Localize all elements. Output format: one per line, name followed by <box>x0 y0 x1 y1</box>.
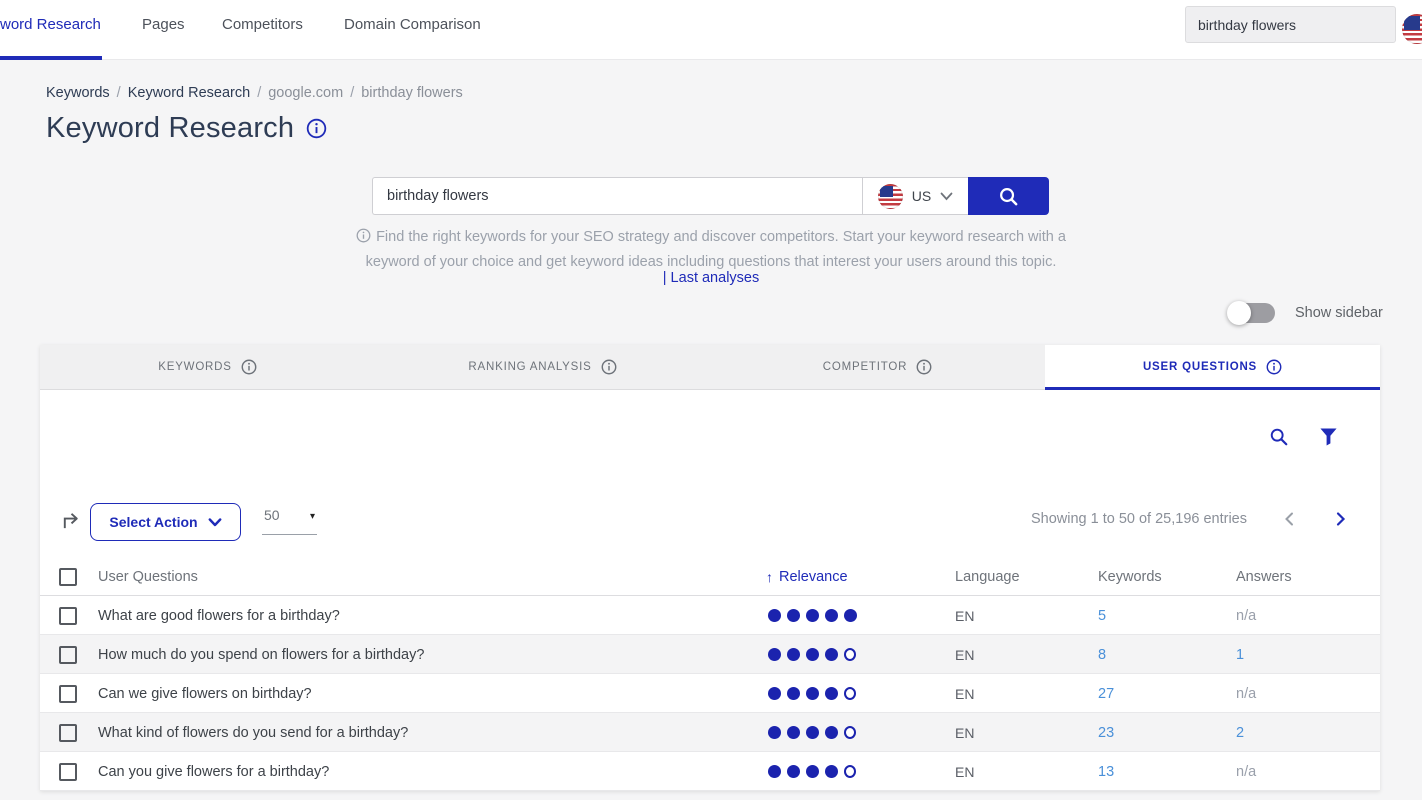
user-questions-table: User Questions ↑ Relevance Language Keywo… <box>40 557 1380 791</box>
chevron-down-icon <box>208 517 221 526</box>
nav-item-domain-comparison[interactable]: Domain Comparison <box>344 16 481 33</box>
pagination-prev-button[interactable] <box>1281 510 1299 533</box>
filter-icon[interactable] <box>1319 427 1338 452</box>
nav-item-competitors[interactable]: Competitors <box>222 16 303 33</box>
keywords-count-link[interactable]: 27 <box>1098 685 1115 702</box>
tab-info-icon[interactable] <box>1266 359 1282 375</box>
us-flag-icon[interactable] <box>1402 14 1422 44</box>
language-cell: EN <box>955 646 975 663</box>
breadcrumb-keyword-research[interactable]: Keyword Research <box>127 85 251 101</box>
search-button[interactable] <box>968 177 1049 215</box>
topnav-search-input[interactable] <box>1185 6 1396 43</box>
question-cell[interactable]: Can we give flowers on birthday? <box>98 685 312 702</box>
tab-competitor[interactable]: COMPETITOR <box>710 345 1045 389</box>
sort-asc-arrow: ↑ <box>766 568 773 585</box>
export-icon[interactable] <box>60 509 83 537</box>
table-row: How much do you spend on flowers for a b… <box>40 635 1380 674</box>
table-row: What kind of flowers do you send for a b… <box>40 713 1380 752</box>
table-row: Can we give flowers on birthday? EN 27 n… <box>40 674 1380 713</box>
breadcrumb-keyword: birthday flowers <box>361 85 463 101</box>
search-hint: Find the right keywords for your SEO str… <box>0 226 1422 273</box>
language-cell: EN <box>955 724 975 741</box>
country-flag-icon <box>877 183 903 209</box>
show-sidebar-label: Show sidebar <box>1295 305 1383 321</box>
tab-user-questions[interactable]: USER QUESTIONS <box>1045 345 1380 390</box>
row-checkbox[interactable] <box>59 606 77 625</box>
select-action-button[interactable]: Select Action <box>90 503 241 541</box>
question-cell[interactable]: How much do you spend on flowers for a b… <box>98 646 425 663</box>
relevance-dots <box>768 648 856 661</box>
title-info-icon[interactable] <box>306 118 327 139</box>
chevron-down-icon <box>940 192 953 200</box>
keywords-count-link[interactable]: 13 <box>1098 763 1115 780</box>
top-navigation: word Research Pages Competitors Domain C… <box>0 0 1422 60</box>
caret-down-icon: ▾ <box>309 511 315 522</box>
nav-item-keyword-research[interactable]: word Research <box>0 16 101 33</box>
showing-entries-text: Showing 1 to 50 of 25,196 entries <box>1030 511 1247 527</box>
breadcrumb: Keywords / Keyword Research / google.com / bir… <box>46 85 463 101</box>
tabbar: KEYWORDS RANKING ANALYSIS COMPETITOR USE… <box>40 345 1380 390</box>
keywords-count-link[interactable]: 8 <box>1098 646 1107 663</box>
column-header-answers[interactable]: Answers <box>1236 568 1292 585</box>
results-card: KEYWORDS RANKING ANALYSIS COMPETITOR USE… <box>40 345 1380 791</box>
breadcrumb-domain[interactable]: google.com <box>268 85 344 101</box>
tab-info-icon[interactable] <box>241 359 257 375</box>
keywords-count-link[interactable]: 23 <box>1098 724 1115 741</box>
nav-active-indicator <box>0 56 102 60</box>
answers-cell: n/a <box>1236 607 1257 624</box>
table-search-icon[interactable] <box>1269 427 1289 452</box>
keywords-count-link[interactable]: 5 <box>1098 607 1107 624</box>
answers-count-link[interactable]: 2 <box>1236 724 1245 741</box>
question-cell[interactable]: Can you give flowers for a birthday? <box>98 763 330 780</box>
row-checkbox[interactable] <box>59 645 77 664</box>
pagination-next-button[interactable] <box>1331 510 1349 533</box>
country-selector[interactable]: US <box>862 177 968 215</box>
table-header-row: User Questions ↑ Relevance Language Keywo… <box>40 557 1380 596</box>
table-row: What are good flowers for a birthday? EN… <box>40 596 1380 635</box>
language-cell: EN <box>955 607 975 624</box>
answers-cell: n/a <box>1236 763 1257 780</box>
language-cell: EN <box>955 763 975 780</box>
hint-info-icon <box>356 228 371 247</box>
column-header-language[interactable]: Language <box>955 568 1020 585</box>
breadcrumb-keywords[interactable]: Keywords <box>46 85 110 101</box>
question-cell[interactable]: What are good flowers for a birthday? <box>98 607 340 624</box>
tab-ranking-analysis[interactable]: RANKING ANALYSIS <box>375 345 710 389</box>
country-code: US <box>911 188 932 204</box>
nav-item-pages[interactable]: Pages <box>142 16 185 33</box>
column-header-keywords[interactable]: Keywords <box>1098 568 1162 585</box>
select-all-checkbox[interactable] <box>59 567 77 586</box>
relevance-dots <box>768 609 857 622</box>
answers-cell: n/a <box>1236 685 1257 702</box>
row-checkbox[interactable] <box>59 762 77 781</box>
tab-info-icon[interactable] <box>601 359 617 375</box>
show-sidebar-toggle[interactable] <box>1227 301 1275 325</box>
keyword-search-input[interactable] <box>372 177 862 215</box>
column-header-user-questions[interactable]: User Questions <box>98 568 198 585</box>
tab-keywords[interactable]: KEYWORDS <box>40 345 375 389</box>
keyword-search-bar: US <box>372 177 1049 215</box>
search-icon <box>1000 187 1018 205</box>
question-cell[interactable]: What kind of flowers do you send for a b… <box>98 724 409 741</box>
language-cell: EN <box>955 685 975 702</box>
table-row: Can you give flowers for a birthday? EN … <box>40 752 1380 791</box>
answers-count-link[interactable]: 1 <box>1236 646 1245 663</box>
column-header-relevance[interactable]: ↑ Relevance <box>766 568 848 585</box>
page-title: Keyword Research <box>46 112 295 144</box>
row-checkbox[interactable] <box>59 684 77 703</box>
last-analyses-link[interactable]: | Last analyses <box>662 270 760 286</box>
page-size-select[interactable]: 50 ▾ <box>262 507 317 535</box>
tab-info-icon[interactable] <box>916 359 932 375</box>
row-checkbox[interactable] <box>59 723 77 742</box>
relevance-dots <box>768 687 856 700</box>
relevance-dots <box>768 765 856 778</box>
relevance-dots <box>768 726 856 739</box>
